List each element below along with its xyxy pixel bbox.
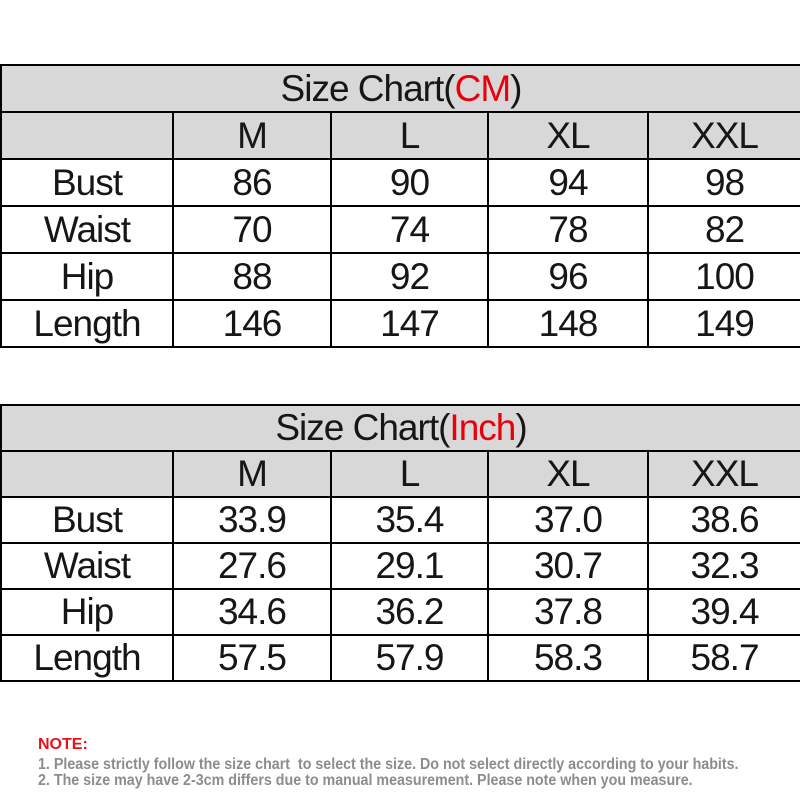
- cell-value: 34.6: [172, 588, 332, 636]
- cell-value: 148: [487, 299, 649, 348]
- inch-header-size-l: L: [330, 450, 489, 498]
- note-line-2: 2. The size may have 2-3cm differs due t…: [38, 771, 693, 789]
- cell-value: 90: [330, 158, 489, 207]
- inch-title-row: Size Chart(Inch): [0, 404, 800, 452]
- cell-value: 100: [646, 252, 800, 301]
- row-label: Waist: [0, 542, 174, 590]
- cm-header-size-m: M: [172, 111, 332, 160]
- inch-hip-row: Hip 34.6 36.2 37.8 39.4: [0, 588, 800, 636]
- note-section: NOTE: 1. Please strictly follow the size…: [38, 736, 800, 788]
- cell-value: 86: [172, 158, 332, 207]
- cell-value: 58.3: [487, 634, 649, 682]
- inch-header-size-m: M: [172, 450, 332, 498]
- cell-value: 74: [330, 205, 489, 254]
- cell-value: 82: [646, 205, 800, 254]
- cm-hip-row: Hip 88 92 96 100: [0, 252, 800, 301]
- inch-header-size-xl: XL: [487, 450, 649, 498]
- cm-header-size-l: L: [330, 111, 489, 160]
- cell-value: 37.0: [487, 496, 649, 544]
- cell-value: 94: [487, 158, 649, 207]
- row-label: Hip: [0, 588, 174, 636]
- cm-bust-row: Bust 86 90 94 98: [0, 158, 800, 207]
- cm-header-empty-cell: [0, 111, 174, 160]
- cm-title-suffix: ): [510, 67, 522, 109]
- cm-header-size-xl: XL: [487, 111, 649, 160]
- size-chart-cm-table: Size Chart(CM) M L XL XXL Bust 86 90 94 …: [0, 64, 800, 348]
- inch-header-size-xxl: XXL: [646, 450, 800, 498]
- cell-value: 96: [487, 252, 649, 301]
- cell-value: 30.7: [487, 542, 649, 590]
- cm-title-unit: CM: [454, 67, 512, 109]
- cm-header-size-xxl: XXL: [646, 111, 800, 160]
- cm-waist-row: Waist 70 74 78 82: [0, 205, 800, 254]
- inch-bust-row: Bust 33.9 35.4 37.0 38.6: [0, 496, 800, 544]
- cell-value: 57.9: [330, 634, 489, 682]
- cell-value: 32.3: [646, 542, 800, 590]
- cell-value: 29.1: [330, 542, 489, 590]
- cm-length-row: Length 146 147 148 149: [0, 299, 800, 348]
- cell-value: 38.6: [646, 496, 800, 544]
- cell-value: 36.2: [330, 588, 489, 636]
- cell-value: 78: [487, 205, 649, 254]
- cell-value: 70: [172, 205, 332, 254]
- inch-header-empty-cell: [0, 450, 174, 498]
- row-label: Length: [0, 299, 174, 348]
- inch-title-suffix: ): [515, 407, 527, 448]
- inch-table-title: Size Chart(Inch): [0, 404, 800, 452]
- cell-value: 98: [646, 158, 800, 207]
- cm-title-row: Size Chart(CM): [0, 64, 800, 113]
- inch-waist-row: Waist 27.6 29.1 30.7 32.3: [0, 542, 800, 590]
- cell-value: 39.4: [646, 588, 800, 636]
- cell-value: 88: [172, 252, 332, 301]
- inch-title-unit: Inch: [449, 407, 516, 448]
- cell-value: 37.8: [487, 588, 649, 636]
- inch-header-row: M L XL XXL: [0, 450, 800, 498]
- inch-title-prefix: Size Chart(: [275, 407, 450, 448]
- cell-value: 149: [646, 299, 800, 348]
- cm-header-row: M L XL XXL: [0, 111, 800, 160]
- row-label: Waist: [0, 205, 174, 254]
- cell-value: 92: [330, 252, 489, 301]
- row-label: Bust: [0, 158, 174, 207]
- row-label: Bust: [0, 496, 174, 544]
- cell-value: 146: [172, 299, 332, 348]
- row-label: Length: [0, 634, 174, 682]
- note-line-1: 1. Please strictly follow the size chart…: [38, 756, 739, 773]
- cell-value: 27.6: [172, 542, 332, 590]
- inch-length-row: Length 57.5 57.9 58.3 58.7: [0, 634, 800, 682]
- cell-value: 58.7: [646, 634, 800, 682]
- cell-value: 57.5: [172, 634, 332, 682]
- row-label: Hip: [0, 252, 174, 301]
- cm-title-prefix: Size Chart(: [280, 67, 456, 109]
- cm-table-title: Size Chart(CM): [0, 64, 800, 113]
- note-heading: NOTE:: [38, 736, 88, 753]
- cell-value: 147: [330, 299, 489, 348]
- cell-value: 33.9: [172, 496, 332, 544]
- size-chart-inch-table: Size Chart(Inch) M L XL XXL Bust 33.9 35…: [0, 404, 800, 682]
- cell-value: 35.4: [330, 496, 489, 544]
